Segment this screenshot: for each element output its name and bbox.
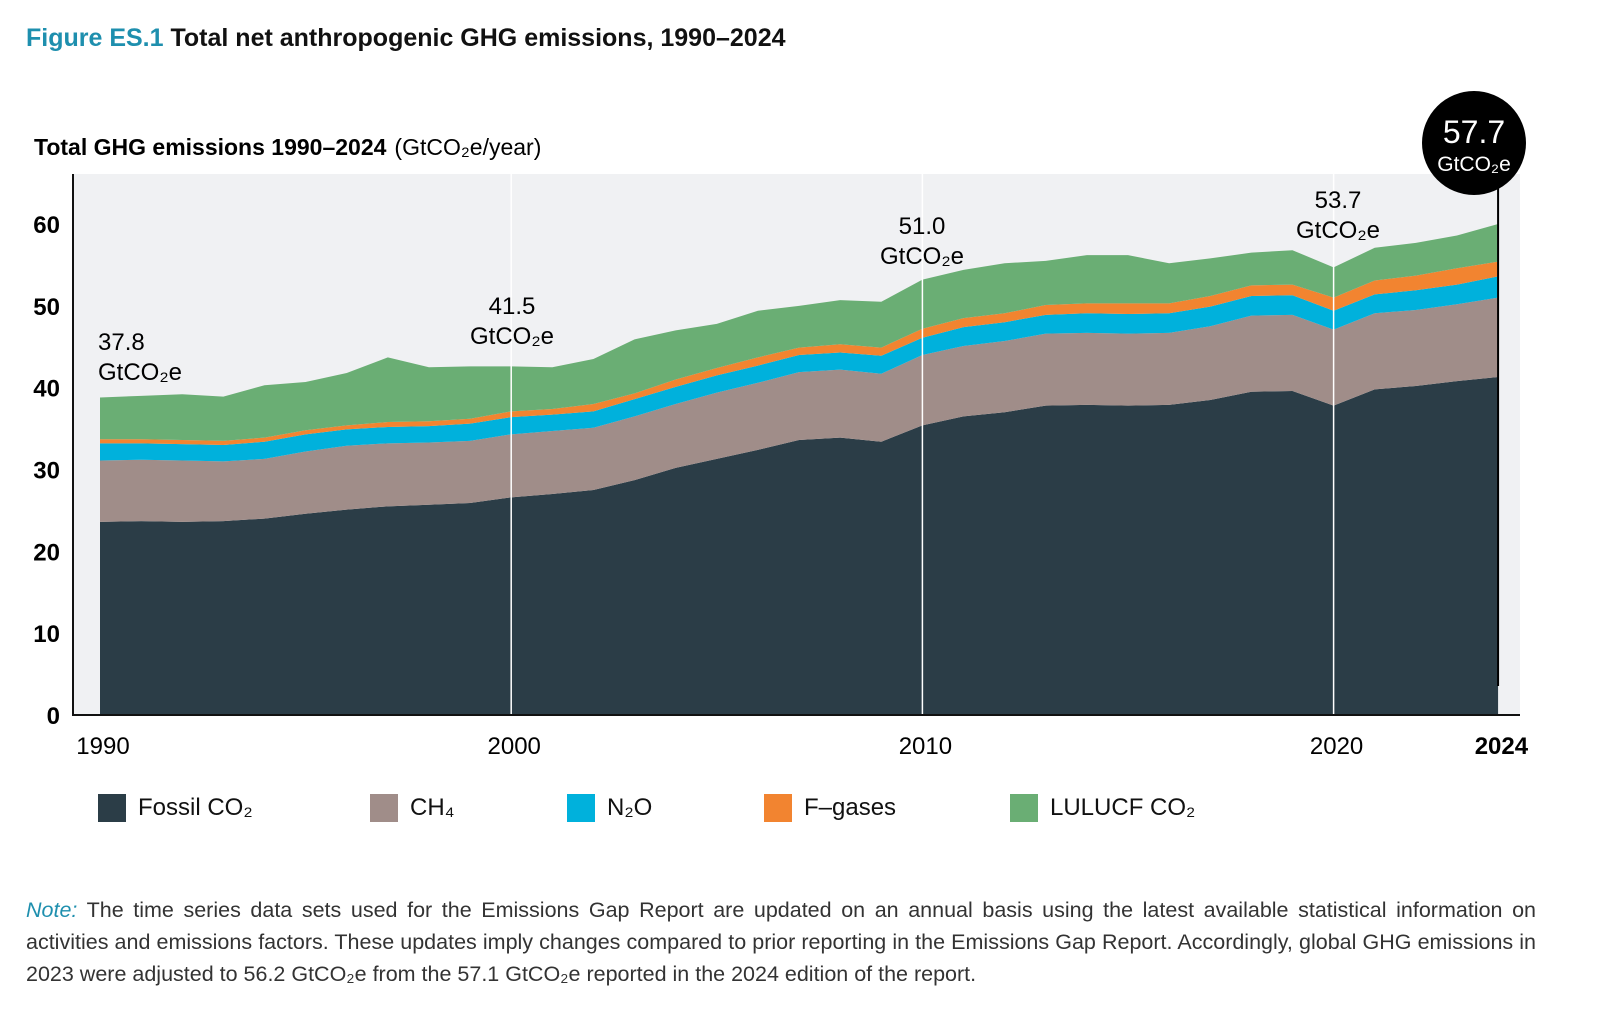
legend-swatch — [567, 794, 595, 822]
note-text: The time series data sets used for the E… — [26, 898, 1536, 986]
area-f-gases — [100, 261, 1499, 445]
x-tick-label: 2024 — [1475, 733, 1529, 760]
legend-swatch — [370, 794, 398, 822]
figure-label: Figure ES.1 — [26, 24, 164, 52]
legend-label: LULUCF CO₂ — [1050, 794, 1196, 821]
y-tick-label: 60 — [33, 212, 60, 239]
y-tick-label: 30 — [33, 458, 60, 485]
legend-label: F–gases — [804, 794, 897, 821]
legend-swatch — [764, 794, 792, 822]
annotation-unit: GtCO₂e — [98, 359, 182, 386]
area-lulucf-co- — [100, 224, 1499, 441]
legend-item: Fossil CO₂ — [98, 794, 370, 822]
x-tick-label: 2000 — [488, 733, 541, 760]
annotation-value: 51.0 — [899, 213, 946, 240]
legend-label: CH₄ — [410, 794, 455, 821]
area-fossil-co- — [100, 377, 1499, 715]
total-2024-badge — [1422, 91, 1526, 195]
annotation-unit: GtCO₂e — [1437, 153, 1511, 176]
annotation-value: 53.7 — [1315, 187, 1362, 214]
figure-title-text: Total net anthropogenic GHG emissions, 1… — [170, 24, 786, 52]
legend: Fossil CO₂ CH₄ N₂O F–gases LULUCF CO₂ — [98, 794, 1195, 822]
x-tick-label: 2020 — [1310, 733, 1363, 760]
y-tick-label: 0 — [47, 703, 60, 730]
legend-label: Fossil CO₂ — [138, 794, 253, 821]
y-tick-label: 10 — [33, 621, 60, 648]
legend-swatch — [98, 794, 126, 822]
chart-title: Total GHG emissions 1990–2024 — [34, 134, 387, 160]
area-n-o — [100, 276, 1499, 462]
y-tick-label: 20 — [33, 539, 60, 566]
area-ch- — [100, 297, 1499, 522]
legend-item: LULUCF CO₂ — [1010, 794, 1195, 822]
legend-item: CH₄ — [370, 794, 567, 822]
legend-item: F–gases — [764, 794, 1010, 822]
annotation-unit: GtCO₂e — [470, 323, 554, 350]
x-tick-label: 2010 — [899, 733, 952, 760]
figure-title: Figure ES.1 Total net anthropogenic GHG … — [26, 24, 786, 53]
chart-subtitle: Total GHG emissions 1990–2024 (GtCO₂e/yea… — [34, 134, 541, 160]
annotation-unit: GtCO₂e — [880, 243, 964, 270]
chart-unit: (GtCO₂e/year) — [394, 134, 541, 160]
annotation-value: 37.8 — [98, 329, 145, 356]
y-tick-label: 50 — [33, 294, 60, 321]
annotation-unit: GtCO₂e — [1296, 217, 1380, 244]
figure-note: Note: The time series data sets used for… — [26, 894, 1536, 990]
x-tick-label: 1990 — [76, 733, 129, 760]
annotation-value: 41.5 — [489, 293, 536, 320]
y-tick-label: 40 — [33, 376, 60, 403]
legend-swatch — [1010, 794, 1038, 822]
legend-label: N₂O — [607, 794, 653, 821]
note-label: Note: — [26, 898, 78, 922]
annotation-value: 57.7 — [1443, 114, 1505, 150]
legend-item: N₂O — [567, 794, 764, 822]
